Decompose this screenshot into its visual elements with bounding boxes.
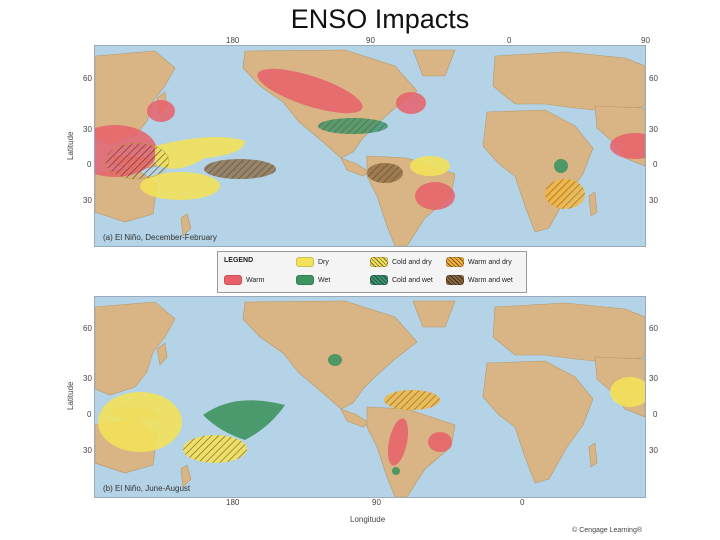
region-dry [98, 392, 182, 452]
region-dry [410, 156, 450, 176]
bottom-anomalies [98, 354, 645, 475]
region-wet [392, 467, 400, 475]
bottom-lat-label: 0 [87, 410, 92, 419]
bottom-lon-label: 90 [372, 498, 381, 507]
region-wet [328, 354, 342, 366]
wet-swatch [296, 275, 314, 285]
top-lon-label: 90 [366, 36, 375, 45]
top-lat-label: 30 [83, 125, 92, 134]
bottom-lat-label-right: 0 [653, 410, 658, 419]
region-dry [610, 377, 645, 407]
bottom-lat-label: 60 [83, 324, 92, 333]
region-warm [147, 100, 175, 122]
top-lon-label: 0 [507, 36, 512, 45]
warm-and-wet-swatch [446, 275, 464, 285]
region-warm [415, 182, 455, 210]
slide-title: ENSO Impacts [290, 4, 470, 34]
region-warm [396, 92, 426, 114]
top-anomalies [95, 68, 645, 210]
warm-and-dry-swatch [446, 257, 464, 267]
top-map-caption: (a) El Niño, December-February [103, 233, 217, 242]
top-lon-label: 180 [226, 36, 240, 45]
region-warm [257, 68, 363, 114]
cold-and-dry-swatch [370, 257, 388, 267]
bottom-lat-label-right: 30 [649, 374, 658, 383]
region-wet [554, 159, 568, 173]
top-map-svg [95, 49, 645, 246]
legend-box: LEGEND Warm Dry Wet Cold and dry Cold an… [217, 251, 527, 293]
bottom-lon-label: 180 [226, 498, 240, 507]
region-warm [428, 432, 452, 452]
region-warm [387, 418, 409, 466]
region-dry [155, 137, 245, 169]
legend-item-wet: Wet [296, 275, 330, 285]
top-lon-label: 90 [641, 36, 650, 45]
top-map-frame: (a) El Niño, December-February [94, 45, 646, 247]
legend-item-warm-and-wet: Warm and wet [446, 275, 513, 285]
bottom-lon-axis-title: Longitude [350, 515, 386, 524]
bottom-lat-label-right: 60 [649, 324, 658, 333]
top-lat-label-right: 0 [653, 160, 658, 169]
region-warm [610, 133, 645, 159]
top-lat-label: 60 [83, 74, 92, 83]
legend-item-warm-and-dry: Warm and dry [446, 257, 512, 267]
bottom-map-svg [95, 300, 645, 497]
region-warm-and-dry [104, 142, 170, 180]
warm-swatch [224, 275, 242, 285]
top-lat-label-right: 30 [649, 196, 658, 205]
bottom-lat-label-right: 30 [649, 446, 658, 455]
bottom-lat-axis-title: Latitude [66, 381, 75, 410]
legend-item-cold-and-wet: Cold and wet [370, 275, 433, 285]
bottom-lat-label: 30 [83, 374, 92, 383]
cold-and-wet-swatch [370, 275, 388, 285]
bottom-land [95, 300, 645, 497]
top-lat-axis-title: Latitude [66, 131, 75, 160]
top-lat-label-right: 60 [649, 74, 658, 83]
legend-heading: LEGEND [224, 257, 254, 264]
dry-swatch [296, 257, 314, 267]
credit-line: © Cengage Learning® [572, 527, 642, 534]
bottom-lon-label: 0 [520, 498, 525, 507]
bottom-lat-label: 30 [83, 446, 92, 455]
legend-item-cold-and-dry: Cold and dry [370, 257, 432, 267]
region-wet [203, 400, 285, 440]
top-lat-label-right: 30 [649, 125, 658, 134]
bottom-map-frame: (b) El Niño, June-August [94, 296, 646, 498]
legend-item-warm: Warm [224, 275, 264, 285]
top-lat-label: 30 [83, 196, 92, 205]
region-dry [140, 172, 220, 200]
top-lat-label: 0 [87, 160, 92, 169]
legend-item-dry: Dry [296, 257, 329, 267]
bottom-map-caption: (b) El Niño, June-August [103, 484, 191, 493]
